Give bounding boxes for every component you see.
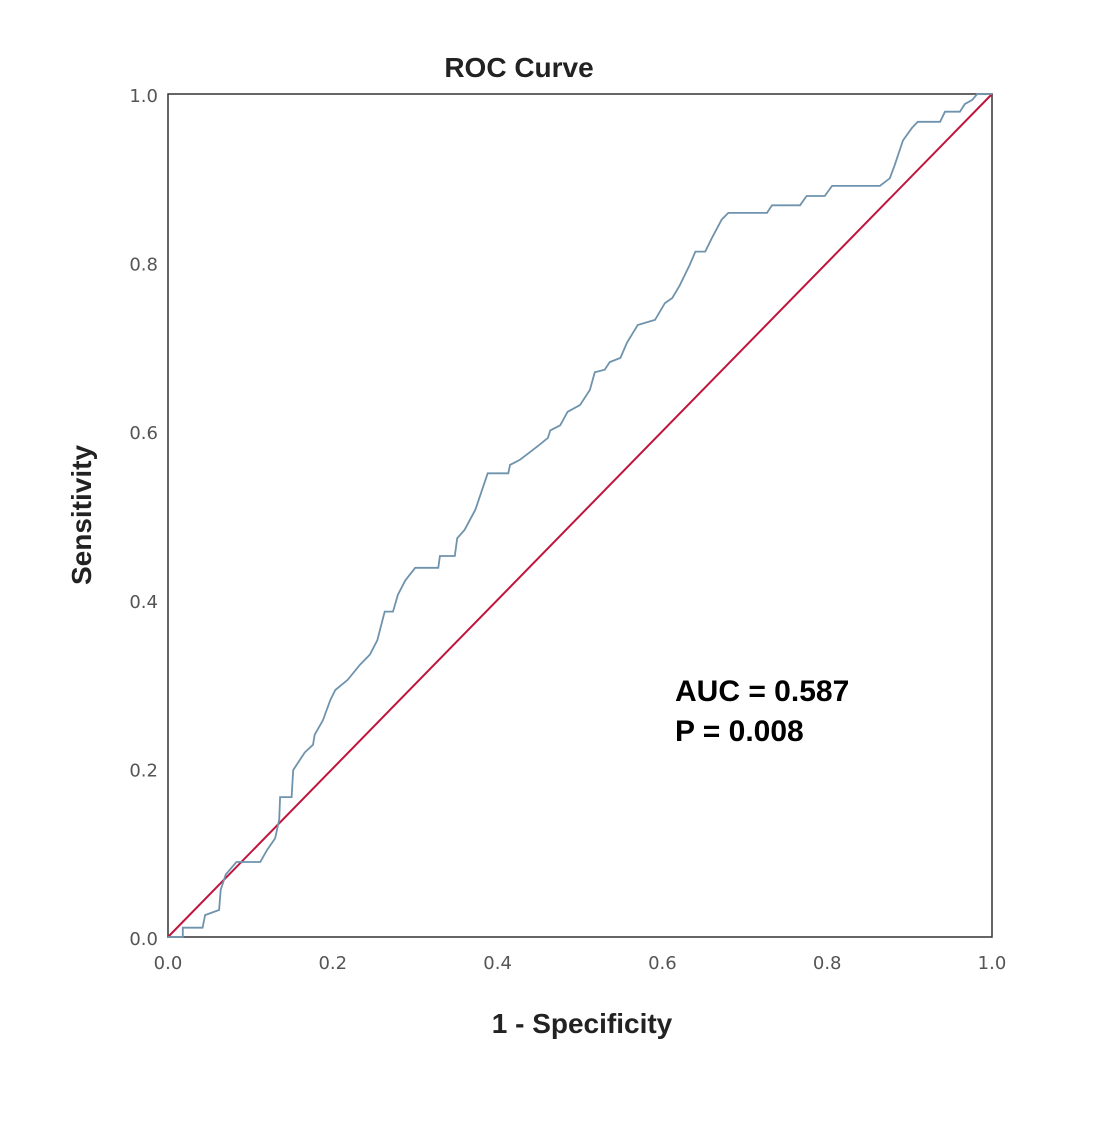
- y-tick-label: 0.0: [129, 929, 158, 950]
- y-tick-label: 0.8: [129, 255, 158, 276]
- p-value-annotation: P = 0.008: [675, 715, 804, 748]
- y-tick-label: 0.6: [129, 423, 158, 444]
- x-tick-label: 0.2: [318, 953, 347, 974]
- reference-diagonal-line: [167, 93, 993, 938]
- x-tick-label: 0.8: [813, 953, 842, 974]
- x-tick-label: 1.0: [978, 953, 1007, 974]
- y-axis-label: Sensitivity: [66, 445, 97, 585]
- plot-frame: [167, 93, 993, 938]
- y-tick-label: 0.2: [129, 760, 158, 781]
- x-tick-label: 0.6: [648, 953, 677, 974]
- chart-title: ROC Curve: [444, 52, 593, 83]
- x-tick-label: 0.0: [154, 953, 183, 974]
- x-axis-ticks: 0.0 0.2 0.4 0.6 0.8 1.0: [154, 953, 1007, 974]
- auc-annotation: AUC = 0.587: [675, 675, 849, 708]
- x-tick-label: 0.4: [483, 953, 512, 974]
- series-lines: [167, 93, 993, 938]
- y-tick-label: 0.4: [129, 592, 158, 613]
- x-axis-label: 1 - Specificity: [492, 1008, 673, 1039]
- roc-curve-line: [168, 93, 992, 938]
- y-axis-ticks: 0.0 0.2 0.4 0.6 0.8 1.0: [129, 86, 158, 950]
- y-tick-label: 1.0: [129, 86, 158, 107]
